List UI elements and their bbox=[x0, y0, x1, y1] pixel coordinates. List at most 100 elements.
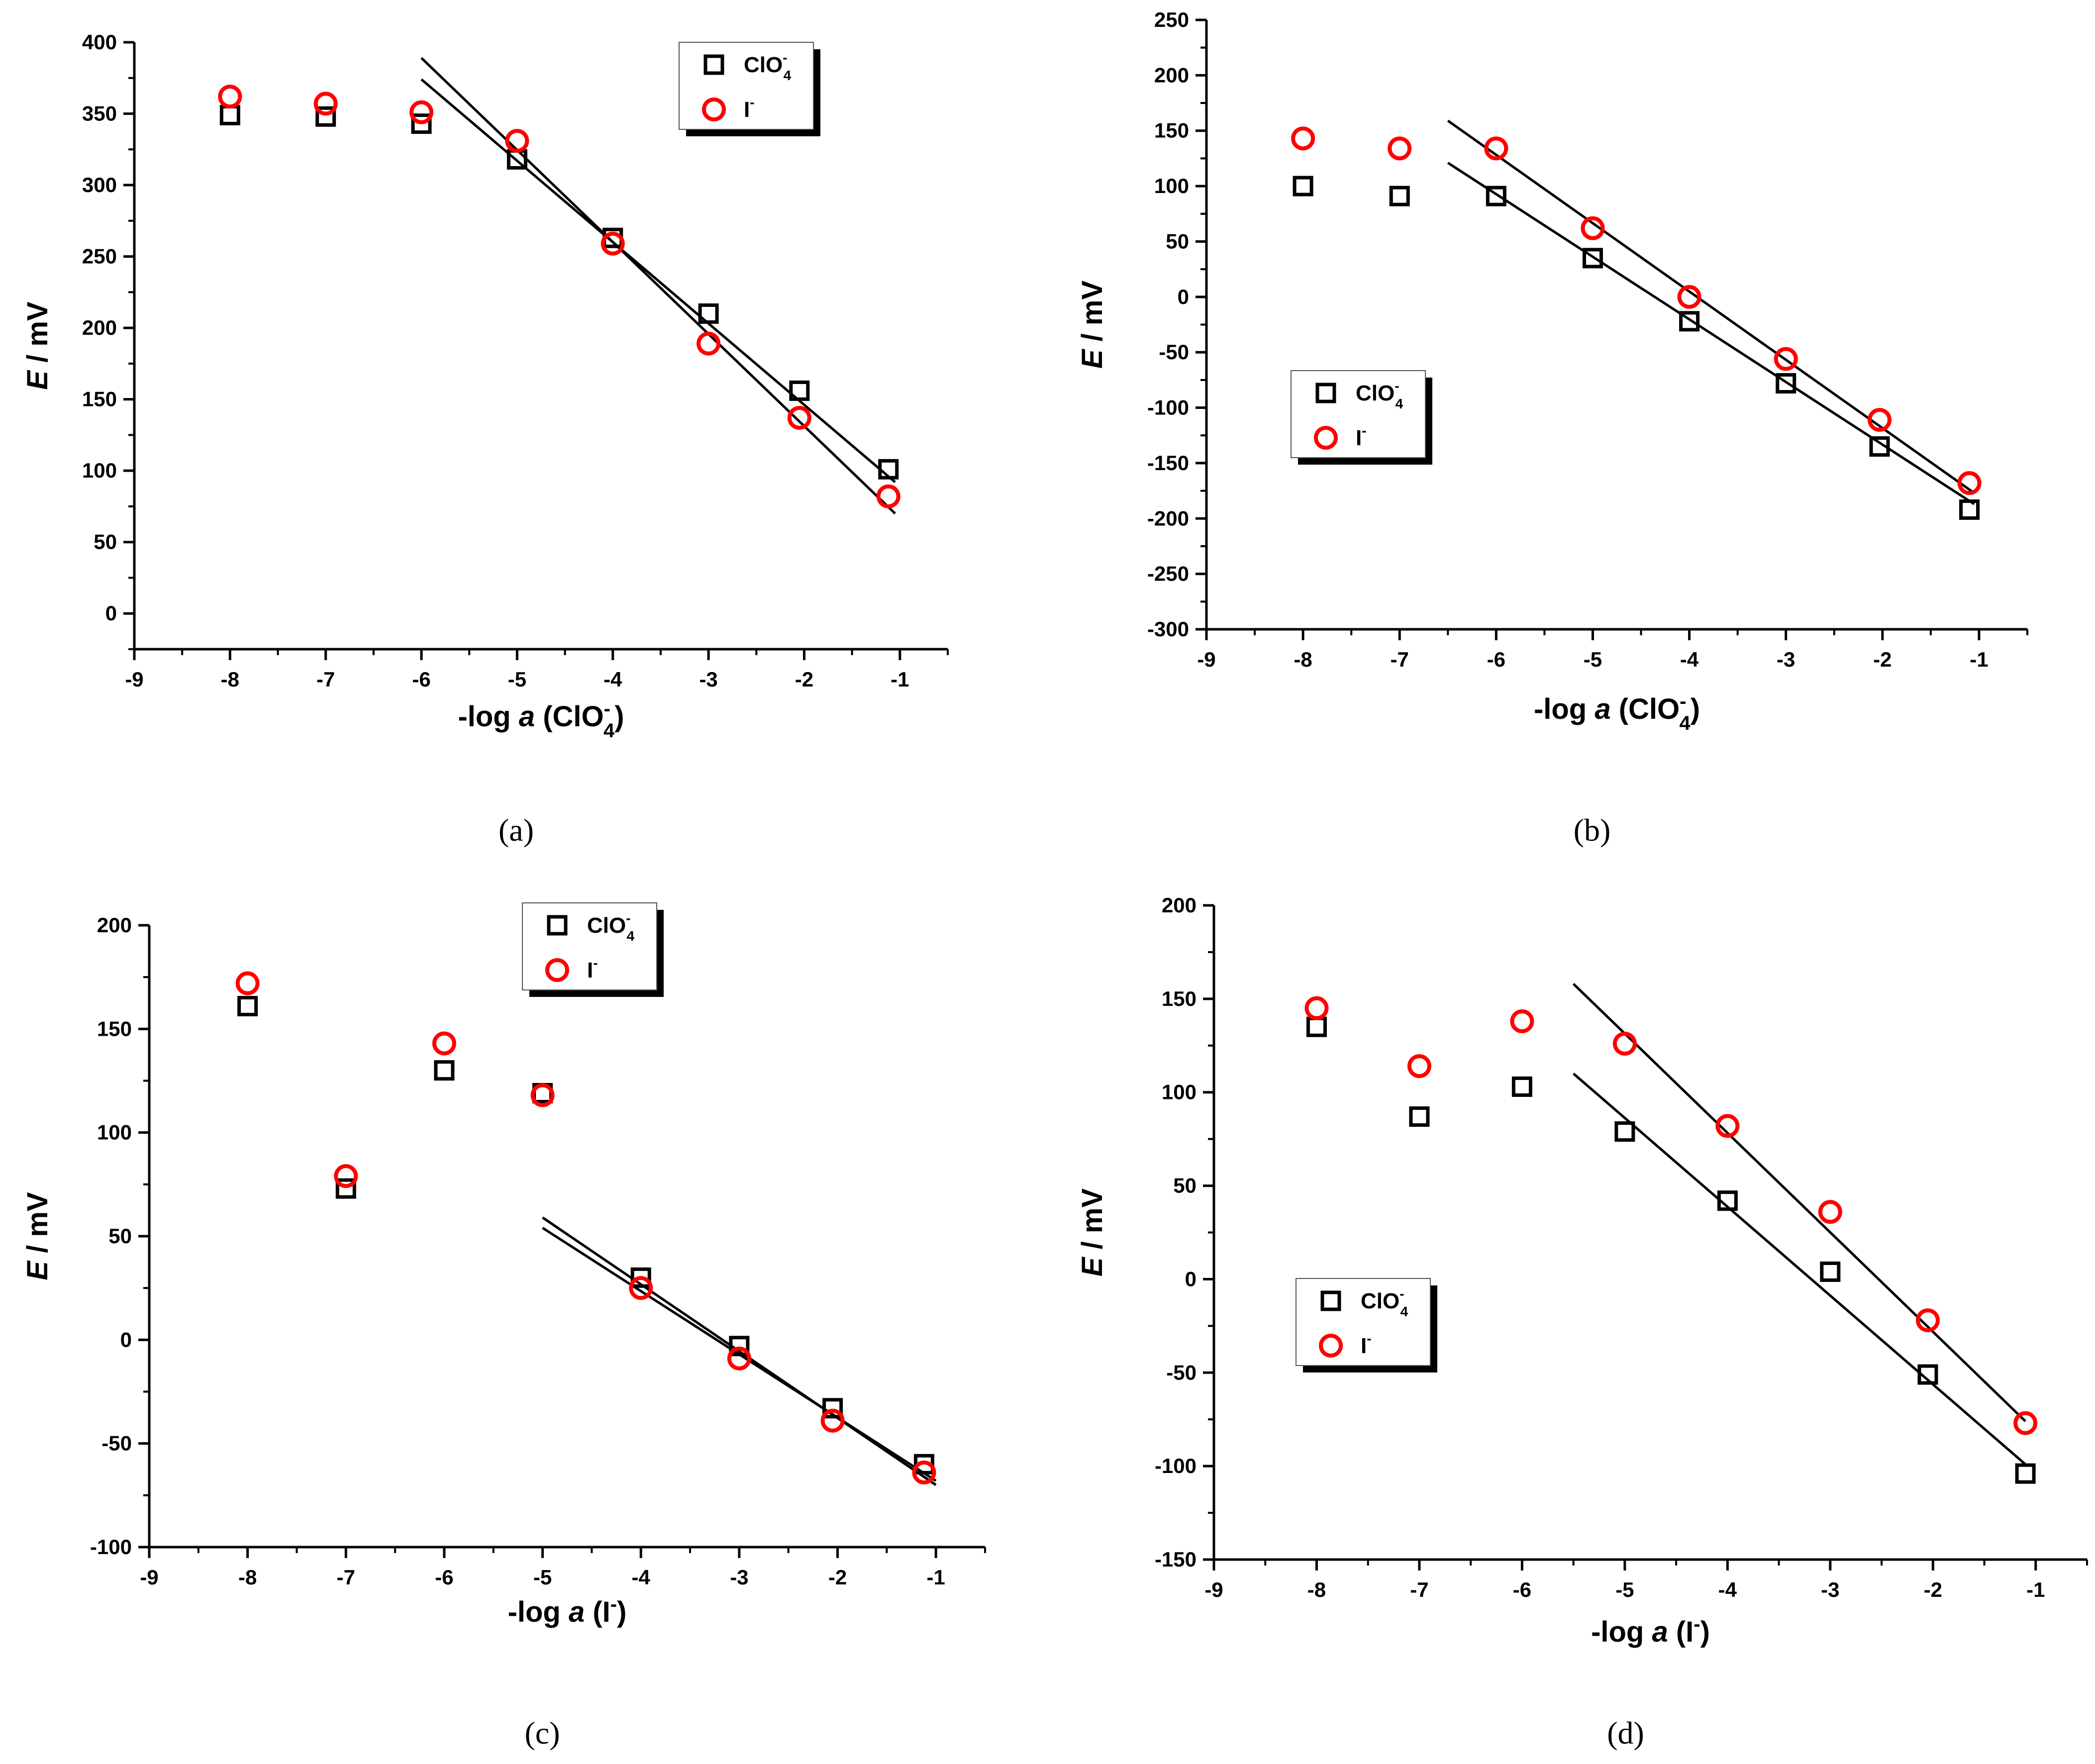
iodide-point bbox=[600, 231, 625, 256]
y-tick-label: -300 bbox=[1147, 617, 1189, 641]
x-tick-label: -9 bbox=[1197, 648, 1215, 671]
x-tick-label: -4 bbox=[1680, 648, 1699, 671]
x-tick-label: -5 bbox=[533, 1566, 552, 1589]
iodide-point bbox=[787, 405, 811, 430]
legend-entry-label: I- bbox=[1356, 423, 1367, 450]
legend-entry-label: I- bbox=[744, 95, 755, 122]
x-tick-label: -7 bbox=[1391, 648, 1409, 671]
iodide-point bbox=[1677, 285, 1701, 309]
iodide-point bbox=[505, 129, 529, 153]
clo4-point bbox=[219, 104, 240, 125]
y-tick-label: 150 bbox=[82, 388, 117, 411]
iodide-point bbox=[1715, 1114, 1740, 1138]
clo4-point bbox=[698, 303, 719, 324]
clo4-point bbox=[315, 106, 336, 127]
panel-label: (b) bbox=[1574, 812, 1611, 848]
legend-box bbox=[522, 902, 657, 990]
iodide-point bbox=[629, 1276, 653, 1300]
x-axis-title: -log a (I-) bbox=[508, 1593, 627, 1628]
x-tick-label: -1 bbox=[891, 668, 909, 691]
legend-entry-label: I- bbox=[1361, 1331, 1372, 1358]
x-tick-label: -3 bbox=[1777, 648, 1795, 671]
iodide-point bbox=[1915, 1308, 1940, 1333]
y-tick-label: 100 bbox=[1162, 1080, 1197, 1104]
iodide-point bbox=[432, 1031, 456, 1056]
x-tick-label: -1 bbox=[2026, 1578, 2045, 1601]
iodide-point bbox=[697, 331, 721, 356]
iodide-point bbox=[1774, 347, 1798, 371]
y-tick-label: 100 bbox=[82, 459, 117, 482]
x-tick-label: -8 bbox=[1307, 1578, 1326, 1601]
legend: ClO-4 I- bbox=[522, 902, 664, 997]
y-tick-label: 0 bbox=[120, 1328, 132, 1351]
x-tick-label: -2 bbox=[1873, 648, 1892, 671]
y-tick-label: -50 bbox=[101, 1432, 132, 1455]
y-tick-label: -100 bbox=[1155, 1454, 1197, 1477]
x-tick-label: -8 bbox=[238, 1566, 257, 1589]
legend-square-icon bbox=[1320, 1290, 1341, 1311]
clo4-point bbox=[1293, 176, 1313, 196]
iodide-point bbox=[235, 971, 260, 995]
iodide-point bbox=[820, 1408, 845, 1433]
chart-panel-2: -100 -50 0 50 100 150 200 -9 -8 -7 -6 -5 -4 -3 -2 -1 -lo… bbox=[21, 902, 986, 1751]
y-tick-label: 250 bbox=[1154, 8, 1189, 31]
x-tick-label: -9 bbox=[125, 668, 143, 691]
y-tick-label: 50 bbox=[94, 530, 117, 554]
clo4-point bbox=[1511, 1076, 1532, 1097]
y-tick-label: 150 bbox=[1154, 119, 1189, 142]
y-tick-label: 200 bbox=[1154, 63, 1189, 87]
fit-line-1 bbox=[1572, 983, 2026, 1422]
iodide-point bbox=[1818, 1200, 1842, 1224]
y-axis-title: E / mV bbox=[1076, 281, 1108, 369]
iodide-point bbox=[1581, 216, 1605, 240]
legend-circle-icon bbox=[1319, 1334, 1343, 1358]
x-tick-label: -6 bbox=[1487, 648, 1505, 671]
x-tick-label: -1 bbox=[926, 1566, 945, 1589]
x-tick-label: -9 bbox=[140, 1566, 158, 1589]
clo4-point bbox=[1869, 436, 1890, 457]
iodide-point bbox=[876, 484, 900, 508]
legend-entry-label: ClO-4 bbox=[744, 50, 792, 83]
legend: ClO-4 I- bbox=[1296, 1278, 1437, 1372]
y-tick-label: 50 bbox=[1173, 1174, 1197, 1197]
y-tick-label: -250 bbox=[1147, 562, 1189, 586]
clo4-point bbox=[878, 459, 899, 480]
x-tick-label: -6 bbox=[412, 668, 430, 691]
legend-entry-label: ClO-4 bbox=[1361, 1286, 1408, 1319]
x-tick-label: -3 bbox=[730, 1566, 748, 1589]
y-tick-label: 200 bbox=[97, 913, 132, 937]
clo4-point bbox=[1679, 311, 1700, 332]
x-tick-label: -6 bbox=[435, 1566, 453, 1589]
fit-line-0 bbox=[542, 1216, 937, 1486]
clo4-point bbox=[1409, 1106, 1430, 1127]
iodide-point bbox=[218, 85, 242, 109]
clo4-point bbox=[729, 1336, 750, 1357]
clo4-point bbox=[1486, 186, 1506, 206]
clo4-point bbox=[822, 1398, 843, 1419]
clo4-point bbox=[1389, 186, 1410, 206]
y-axis-title: E / mV bbox=[21, 301, 54, 390]
iodide-point bbox=[1612, 1032, 1637, 1056]
x-axis-title: -log a (ClO-4) bbox=[458, 698, 624, 742]
y-axis-title: E / mV bbox=[21, 1192, 54, 1280]
fit-line-1 bbox=[420, 57, 896, 515]
clo4-point bbox=[2015, 1463, 2036, 1484]
y-tick-label: 100 bbox=[97, 1121, 132, 1144]
x-tick-label: -4 bbox=[603, 668, 622, 691]
y-tick-label: 50 bbox=[108, 1224, 132, 1248]
y-tick-label: 200 bbox=[1162, 893, 1197, 917]
clo4-point bbox=[1917, 1364, 1938, 1385]
y-tick-label: 0 bbox=[1185, 1267, 1197, 1290]
legend-entry-label: ClO-4 bbox=[587, 910, 635, 944]
fit-line-0 bbox=[1573, 1073, 2028, 1468]
clo4-point bbox=[789, 380, 810, 401]
legend-circle-icon bbox=[702, 98, 726, 121]
legend-circle-icon bbox=[545, 958, 569, 982]
x-tick-label: -7 bbox=[337, 1566, 355, 1589]
legend-square-icon bbox=[703, 54, 724, 75]
iodide-point bbox=[1510, 1009, 1534, 1033]
clo4-point bbox=[237, 996, 258, 1016]
fit-line-0 bbox=[1447, 162, 1975, 505]
legend-box bbox=[1296, 1278, 1431, 1366]
